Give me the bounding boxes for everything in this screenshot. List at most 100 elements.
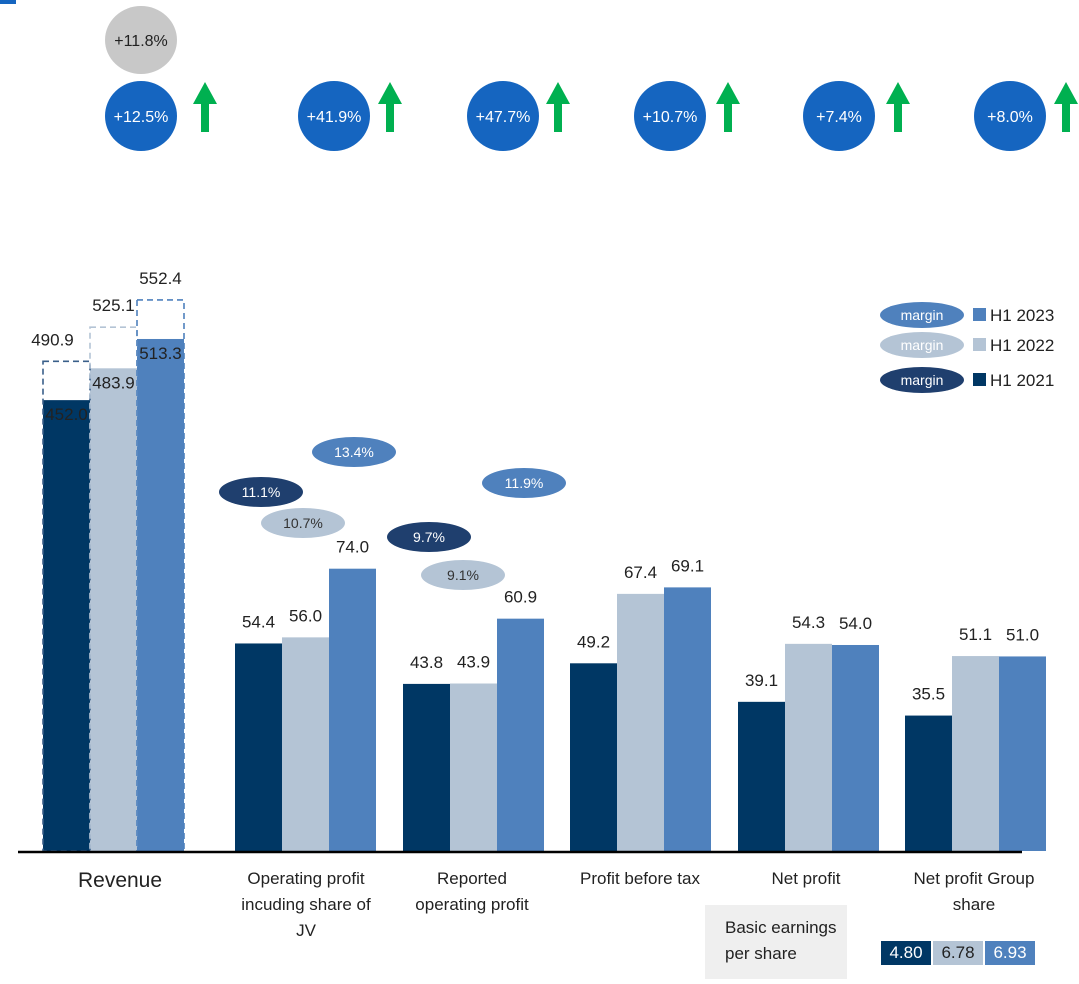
bar-2-1	[450, 683, 497, 851]
margin-label-3: 9.7%	[413, 529, 445, 545]
bar-5-1	[952, 656, 999, 851]
category-label-0: Revenue	[78, 869, 162, 892]
value-label-5-2: 51.0	[1006, 625, 1039, 644]
legend-swatch-1	[973, 338, 986, 351]
growth-badge-0	[105, 81, 177, 151]
bar-1-0	[235, 643, 282, 851]
eps-label-box: Basic earnings per share	[705, 905, 847, 979]
value-label-2-2: 60.9	[504, 588, 537, 607]
value-labels: 452.0 54.4 43.8 49.2 39.1 35.5 483.9 56.0 43.9 67…	[31, 269, 1039, 704]
bar-0-1	[90, 368, 137, 851]
growth-badge-3	[634, 81, 706, 151]
category-label-1: Operating profit incuding share of JV	[241, 869, 371, 940]
corner-accent	[0, 0, 16, 4]
legend: margin H1 2023 margin H1 2022 margin H1 2021	[880, 302, 1054, 393]
growth-badge-2	[467, 81, 539, 151]
growth-badge-4	[803, 81, 875, 151]
category-labels: Revenue Operating profit incuding share of…	[78, 869, 1035, 940]
growth-badge-1	[298, 81, 370, 151]
bar-0-0	[43, 400, 90, 851]
value-label-1-0: 54.4	[242, 612, 275, 631]
margin-bubble-5	[482, 468, 566, 498]
up-arrow-icon-0	[193, 82, 217, 132]
eps-value-h1-2022: 6.78	[933, 941, 983, 965]
margin-label-5: 11.9%	[505, 475, 544, 491]
bar-3-0	[570, 663, 617, 851]
eps-label-line-1: Basic earnings	[725, 918, 837, 937]
up-arrow-icon-3	[716, 82, 740, 132]
eps-label-line-2: per share	[725, 944, 797, 963]
value-label-3-1: 67.4	[624, 563, 657, 582]
margin-bubble-2	[312, 437, 396, 467]
value-label-3-0: 49.2	[577, 632, 610, 651]
growth-badge-label-1: +41.9%	[307, 109, 362, 126]
value-label-0-1: 483.9	[92, 373, 135, 392]
legend-swatch-0	[973, 308, 986, 321]
value-label-1-2: 74.0	[336, 538, 369, 557]
legend-margin-label-2: margin	[901, 372, 944, 388]
up-arrow-icon-1	[378, 82, 402, 132]
revenue-total-label-2: 552.4	[139, 269, 182, 288]
category-label-3: Profit before tax	[580, 869, 701, 888]
growth-badge-label-3: +10.7%	[643, 109, 698, 126]
value-label-2-0: 43.8	[410, 653, 443, 672]
eps-value-h1-2023: 6.93	[985, 941, 1035, 965]
value-label-2-1: 43.9	[457, 653, 490, 672]
revenue-total-label-0: 490.9	[31, 330, 74, 349]
revenue-total-growth-label: +11.8%	[114, 33, 168, 50]
margin-bubble-3	[387, 522, 471, 552]
margin-bubble-0	[219, 477, 303, 507]
revenue-total-growth-badge	[105, 6, 177, 74]
category-label-5: Net profit Group share	[914, 869, 1035, 914]
value-label-1-1: 56.0	[289, 606, 322, 625]
bar-1-2	[329, 568, 376, 851]
growth-badge-label-5: +8.0%	[987, 109, 1033, 126]
margin-label-1: 10.7%	[283, 515, 323, 531]
growth-badge-label-0: +12.5%	[114, 109, 169, 126]
bar-3-1	[617, 593, 664, 851]
bar-0-2	[137, 338, 184, 851]
legend-margin-bubble-1	[880, 332, 964, 358]
bar-2-2	[497, 618, 544, 851]
bar-4-2	[832, 644, 879, 851]
bar-5-2	[999, 656, 1046, 851]
legend-margin-label-1: margin	[901, 337, 944, 353]
bar-4-0	[738, 701, 785, 851]
growth-badge-5	[974, 81, 1046, 151]
bar-4-1	[785, 643, 832, 851]
value-label-4-0: 39.1	[745, 671, 778, 690]
growth-badges: +12.5% +41.9% +47.7% +10.7% +7.4% +8.0% +11.8%	[105, 6, 1078, 151]
growth-badge-label-4: +7.4%	[816, 109, 862, 126]
margin-bubbles: 11.1%10.7% 13.4% 9.7% 9.1% 11.9%	[219, 437, 566, 590]
category-label-4: Net profit	[772, 869, 841, 888]
value-label-5-0: 35.5	[912, 685, 945, 704]
margin-label-4: 9.1%	[447, 567, 479, 583]
value-label-0-2: 513.3	[139, 344, 182, 363]
legend-margin-bubble-0	[880, 302, 964, 328]
revenue-total-label-1: 525.1	[92, 296, 135, 315]
value-label-5-1: 51.1	[959, 625, 992, 644]
value-label-0-0: 452.0	[45, 405, 88, 424]
eps-values: 4.80 6.78 6.93	[881, 941, 1037, 965]
legend-label-2: H1 2021	[990, 371, 1054, 390]
legend-swatch-2	[973, 373, 986, 386]
margin-label-0: 11.1%	[242, 484, 281, 500]
growth-badge-label-2: +47.7%	[476, 109, 531, 126]
legend-label-1: H1 2022	[990, 336, 1054, 355]
margin-label-2: 13.4%	[334, 444, 374, 460]
up-arrow-icon-4	[886, 82, 910, 132]
value-label-4-1: 54.3	[792, 613, 825, 632]
legend-label-0: H1 2023	[990, 306, 1054, 325]
bars	[42, 299, 1046, 852]
eps-value-h1-2021: 4.80	[881, 941, 931, 965]
legend-margin-bubble-2	[880, 367, 964, 393]
bar-1-1	[282, 637, 329, 851]
value-label-4-2: 54.0	[839, 614, 872, 633]
category-label-2: Reported operating profit	[415, 869, 529, 914]
value-label-3-2: 69.1	[671, 556, 704, 575]
bar-2-0	[403, 683, 450, 851]
legend-margin-label-0: margin	[901, 307, 944, 323]
up-arrow-icon-5	[1054, 82, 1078, 132]
bar-5-0	[905, 715, 952, 851]
